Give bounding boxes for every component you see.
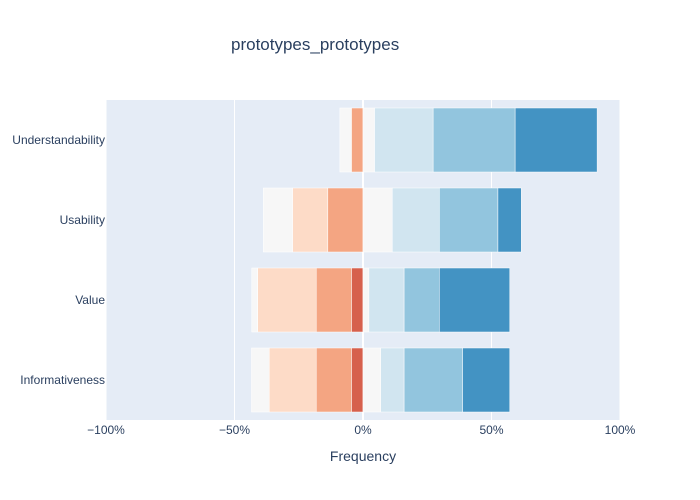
bar-informativeness-segment-2 (315, 347, 352, 413)
bar-understandability-segment-6 (374, 107, 434, 173)
bar-usability-segment-8 (497, 187, 522, 253)
x-tick-label-0: −100% (87, 423, 125, 437)
bar-informativeness-segment-8 (462, 347, 510, 413)
bar-informativeness-segment-7 (403, 347, 463, 413)
bar-informativeness-segment-4 (251, 347, 270, 413)
bar-usability-segment-5 (362, 187, 393, 253)
bar-value-segment-7 (403, 267, 440, 333)
x-tick-label-1: −50% (219, 423, 250, 437)
bar-value-segment-5 (362, 267, 370, 333)
bar-value-segment-6 (368, 267, 405, 333)
x-tick-label-4: 100% (605, 423, 636, 437)
bar-usability-segment-4 (263, 187, 293, 253)
bar-informativeness-segment-3 (268, 347, 317, 413)
y-tick-labels: Understandability Usability Value Informati… (12, 133, 105, 387)
bar-understandability-segment-8 (514, 107, 598, 173)
x-tick-labels: −100% −50% 0% 50% 100% (87, 423, 636, 437)
y-tick-label-understandability: Understandability (12, 133, 105, 147)
bar-informativeness-segment-1 (351, 347, 364, 413)
bar-informativeness-segment-5 (362, 347, 381, 413)
y-tick-label-usability: Usability (60, 213, 105, 227)
y-tick-label-informativeness: Informativeness (20, 373, 105, 387)
bar-value-segment-1 (351, 267, 364, 333)
bar-understandability-segment-7 (432, 107, 516, 173)
bar-usability-segment-2 (327, 187, 364, 253)
y-tick-label-value: Value (75, 293, 105, 307)
bar-understandability-segment-2 (351, 107, 364, 173)
bar-usability-segment-6 (392, 187, 440, 253)
x-tick-label-3: 50% (479, 423, 503, 437)
bar-value-segment-4 (251, 267, 258, 333)
bar-value-segment-8 (439, 267, 510, 333)
bar-value-segment-3 (257, 267, 317, 333)
bar-usability-segment-7 (439, 187, 499, 253)
bar-usability-segment-3 (292, 187, 329, 253)
x-axis-title: Frequency (330, 448, 396, 464)
bar-informativeness-segment-6 (380, 347, 405, 413)
x-tick-label-2: 0% (354, 423, 372, 437)
bar-value-segment-2 (315, 267, 352, 333)
bar-understandability-segment-5 (362, 107, 375, 173)
bars (251, 107, 598, 413)
chart-title: prototypes_prototypes (231, 35, 399, 54)
bar-understandability-segment-4 (339, 107, 352, 173)
